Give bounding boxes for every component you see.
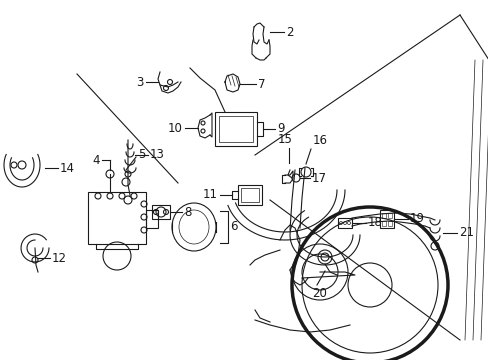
Bar xyxy=(152,205,170,219)
Text: 15: 15 xyxy=(277,133,292,146)
Text: 19: 19 xyxy=(409,212,424,225)
Text: 8: 8 xyxy=(183,206,191,219)
Text: 21: 21 xyxy=(458,226,473,239)
Text: 10: 10 xyxy=(168,122,183,135)
Bar xyxy=(381,221,385,226)
Bar xyxy=(387,221,391,226)
Text: 16: 16 xyxy=(312,134,327,147)
Bar xyxy=(337,218,351,228)
Bar xyxy=(241,188,259,202)
Text: 13: 13 xyxy=(150,148,164,162)
Text: 17: 17 xyxy=(311,171,326,184)
Text: 3: 3 xyxy=(136,76,143,89)
Bar xyxy=(146,210,158,228)
Bar xyxy=(215,112,257,146)
Bar xyxy=(219,116,252,142)
Bar xyxy=(88,192,146,244)
Text: 11: 11 xyxy=(203,189,218,202)
Bar xyxy=(387,213,391,218)
Text: 2: 2 xyxy=(285,26,293,39)
Text: 7: 7 xyxy=(258,77,265,90)
Bar xyxy=(238,185,262,205)
Text: 20: 20 xyxy=(312,287,327,300)
Text: 9: 9 xyxy=(276,122,284,135)
Text: 18: 18 xyxy=(367,216,382,230)
Text: 4: 4 xyxy=(92,153,100,166)
Text: 12: 12 xyxy=(52,252,67,265)
Text: 6: 6 xyxy=(229,220,237,234)
Text: 5: 5 xyxy=(138,148,145,162)
Bar xyxy=(381,213,385,218)
Text: 14: 14 xyxy=(60,162,75,175)
Bar xyxy=(379,210,393,228)
